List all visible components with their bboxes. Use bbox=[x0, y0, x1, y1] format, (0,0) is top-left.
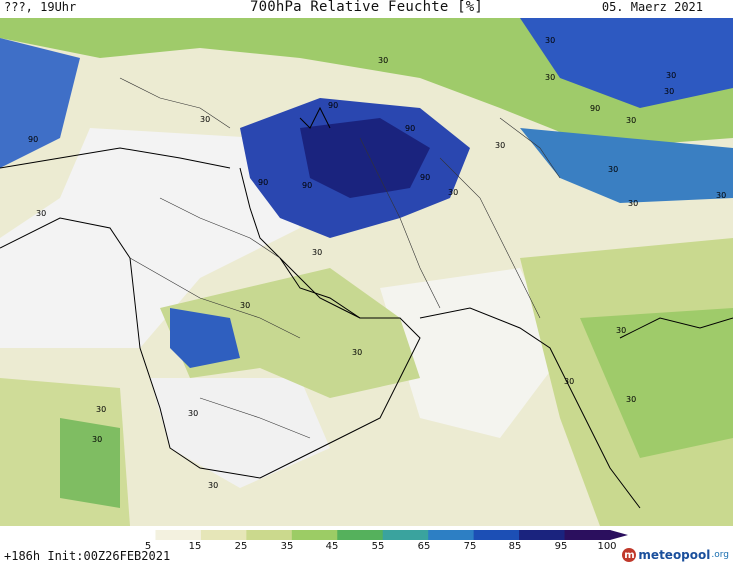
contour-label: 30 bbox=[240, 301, 250, 310]
contour-label: 90 bbox=[258, 178, 268, 187]
moist-region-bengal bbox=[580, 308, 733, 458]
contour-label: 30 bbox=[716, 191, 726, 200]
logo-text: meteopool bbox=[638, 548, 711, 562]
dry-region-arabia-south bbox=[150, 378, 330, 488]
colorbar-tick: 25 bbox=[234, 541, 248, 552]
logo-suffix: .org bbox=[711, 550, 729, 560]
contour-label: 30 bbox=[626, 395, 636, 404]
colorbar-segment bbox=[155, 530, 202, 540]
contour-label: 90 bbox=[590, 104, 600, 113]
contour-label: 30 bbox=[92, 435, 102, 444]
humid-zone-northeast bbox=[520, 18, 733, 108]
colorbar-tick: 95 bbox=[554, 541, 568, 552]
moist-cell-africa bbox=[60, 418, 120, 508]
colorbar-tick: 35 bbox=[280, 541, 294, 552]
colorbar-arrow bbox=[610, 530, 628, 540]
contour-label: 30 bbox=[208, 481, 218, 490]
contour-label: 30 bbox=[626, 116, 636, 125]
contour-label: 30 bbox=[664, 87, 674, 96]
colorbar-segment bbox=[246, 530, 293, 540]
colorbar bbox=[110, 530, 628, 540]
contour-label: 30 bbox=[96, 405, 106, 414]
contour-label: 90 bbox=[420, 173, 430, 182]
humidity-map[interactable]: 90 90 90 90 90 90 90 30 30 30 30 30 30 3… bbox=[0, 18, 733, 526]
contour-label: 30 bbox=[188, 409, 198, 418]
colorbar-tick: 75 bbox=[463, 541, 477, 552]
date-label: 05. Maerz 2021 bbox=[601, 0, 703, 14]
colorbar-tick: 100 bbox=[597, 541, 617, 552]
contour-label: 90 bbox=[328, 101, 338, 110]
contour-labels: 90 90 90 90 90 90 90 30 30 30 30 30 30 3… bbox=[28, 36, 726, 490]
colorbar-segment bbox=[200, 530, 247, 540]
colorbar-tick: 85 bbox=[508, 541, 522, 552]
colorbar-tick: 15 bbox=[188, 541, 202, 552]
contour-label: 90 bbox=[405, 124, 415, 133]
contour-label: 90 bbox=[28, 135, 38, 144]
colorbar-segment bbox=[337, 530, 384, 540]
contour-label: 30 bbox=[312, 248, 322, 257]
contour-label: 90 bbox=[302, 181, 312, 190]
logo-icon: m bbox=[622, 548, 637, 562]
colorbar-segment bbox=[564, 530, 611, 540]
dry-region-india-west bbox=[380, 268, 560, 438]
contour-label: 30 bbox=[545, 73, 555, 82]
colorbar-segment bbox=[291, 530, 338, 540]
colorbar-segment bbox=[473, 530, 520, 540]
borders bbox=[119, 77, 561, 439]
contour-label: 30 bbox=[448, 188, 458, 197]
contour-label: 30 bbox=[352, 348, 362, 357]
humid-cell-arabia bbox=[170, 308, 240, 368]
colorbar-tick: 65 bbox=[417, 541, 431, 552]
colorbar-tick: 55 bbox=[371, 541, 385, 552]
header-bar: ???, 19Uhr 700hPa Relative Feuchte [%] 0… bbox=[0, 0, 733, 18]
contour-label: 30 bbox=[200, 115, 210, 124]
colorbar-segments bbox=[110, 530, 628, 540]
contour-label: 30 bbox=[616, 326, 626, 335]
contour-label: 30 bbox=[628, 199, 638, 208]
forecast-info: +186h Init:00Z26FEB2021 bbox=[4, 549, 171, 563]
colorbar-tick: 45 bbox=[325, 541, 339, 552]
coastlines bbox=[0, 106, 733, 509]
saturated-core-iran bbox=[300, 118, 430, 198]
contour-label: 30 bbox=[36, 209, 46, 218]
contour-label: 30 bbox=[495, 141, 505, 150]
colorbar-tick: 5 bbox=[144, 541, 152, 552]
colorbar-segment bbox=[428, 530, 475, 540]
humid-zone-west bbox=[0, 38, 80, 168]
contour-label: 30 bbox=[608, 165, 618, 174]
valid-time-label: ???, 19Uhr bbox=[4, 0, 77, 14]
dry-region-arabia-north bbox=[0, 128, 300, 348]
map-canvas: 90 90 90 90 90 90 90 30 30 30 30 30 30 3… bbox=[0, 18, 733, 526]
contour-label: 30 bbox=[564, 377, 574, 386]
contour-label: 30 bbox=[545, 36, 555, 45]
meteopool-logo[interactable]: m meteopool .org bbox=[622, 545, 729, 565]
colorbar-segment bbox=[519, 530, 566, 540]
map-title: 700hPa Relative Feuchte [%] bbox=[250, 0, 483, 15]
contour-label: 30 bbox=[378, 56, 388, 65]
colorbar-ticks: 5 15 25 35 45 55 65 75 85 95 100 bbox=[110, 541, 617, 555]
humid-zone-east bbox=[520, 128, 733, 203]
colorbar-segment bbox=[382, 530, 429, 540]
contour-label: 30 bbox=[666, 71, 676, 80]
colorbar-segment bbox=[110, 530, 156, 540]
